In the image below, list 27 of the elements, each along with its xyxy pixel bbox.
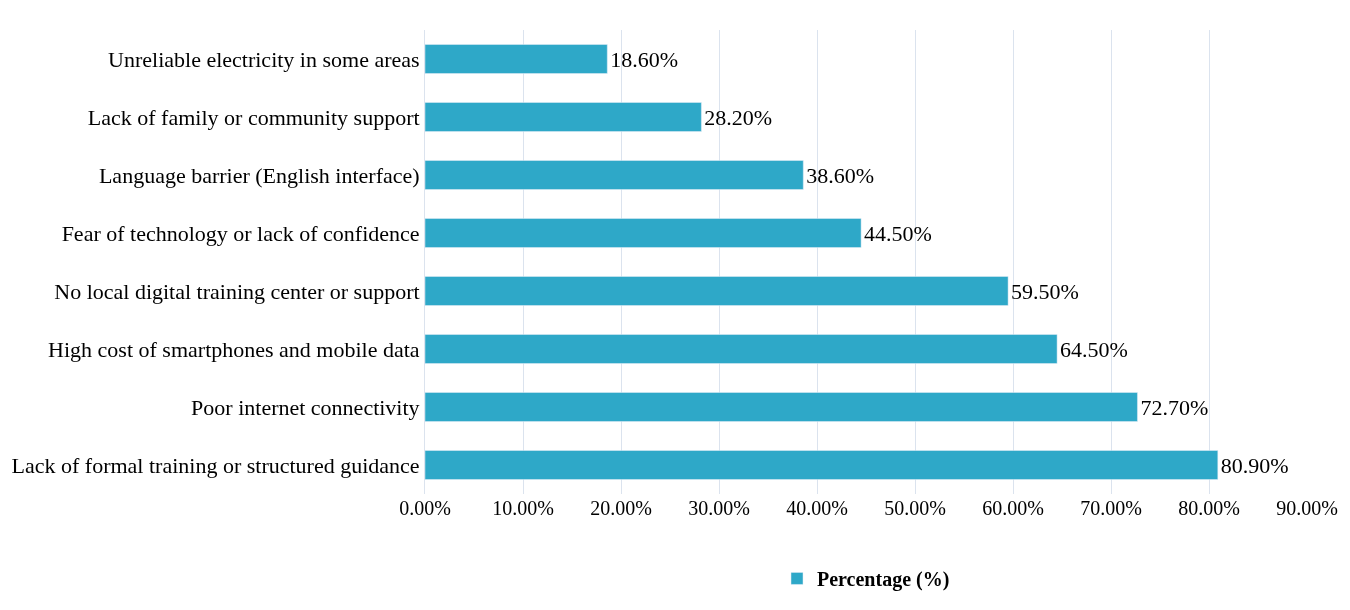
y-tick-label: No local digital training center or support [54,278,420,304]
y-tick-label: Language barrier (English interface) [98,162,420,188]
x-tick-label: 0.00% [399,497,451,519]
y-tick-label: High cost of smartphones and mobile data [48,336,420,362]
data-label: 64.50% [1060,336,1128,362]
x-tick-label: 40.00% [786,497,848,519]
y-tick-label: Unreliable electricity in some areas [108,46,420,72]
x-tick-label: 80.00% [1178,497,1240,519]
x-tick-label: 70.00% [1080,497,1142,519]
y-tick-label: Lack of formal training or structured guidance [11,452,420,478]
data-label: 18.60% [610,46,679,72]
x-tick-label: 60.00% [982,497,1044,519]
y-tick-label: Lack of family or community support [87,104,420,130]
y-tick-label: Fear of technology or lack of confidence [61,220,420,246]
y-tick-label: Poor internet connectivity [191,394,420,420]
x-tick-label: 10.00% [492,497,554,519]
data-label: 72.70% [1140,394,1209,420]
data-label: 80.90% [1220,452,1289,478]
data-label: 44.50% [864,220,932,246]
legend-label: Percentage (%) [817,568,950,592]
x-tick-label: 50.00% [884,497,946,519]
x-tick-label: 90.00% [1276,497,1338,519]
data-label: 59.50% [1011,278,1079,304]
x-tick-label: 30.00% [688,497,750,519]
data-label: 28.20% [704,104,773,130]
data-label: 38.60% [806,162,875,188]
x-tick-label: 20.00% [590,497,652,519]
